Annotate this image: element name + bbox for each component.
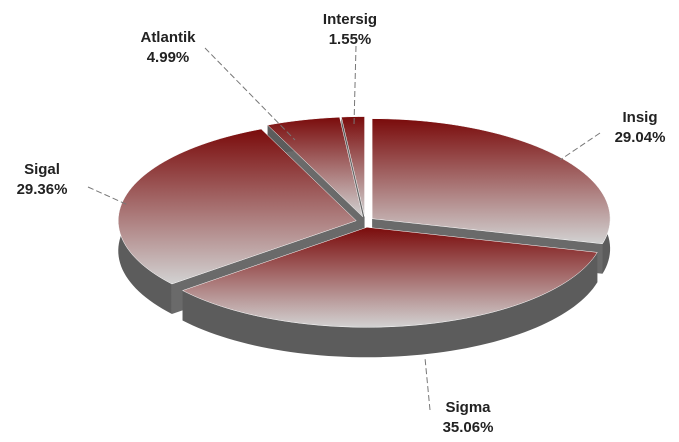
slice-value-label: 4.99% [147,49,190,66]
slice-side [182,252,598,358]
slice-name: Atlantik [140,29,196,46]
slice-name: Intersig [323,11,377,28]
slice [267,116,364,218]
slice-name: Sigma [445,399,491,416]
slice [341,116,365,217]
slice-value-label: 29.04% [615,129,666,146]
slice-value-label: 1.55% [329,31,372,48]
slice-name: Sigal [24,161,60,178]
leader-line [559,132,601,161]
slice-value-label: 29.36% [17,181,68,198]
leader-line [353,45,357,126]
leader-line [424,357,431,411]
leader-line [204,47,296,141]
leader-line [87,186,129,206]
slice-value-label: 35.06% [443,419,494,436]
slice [181,227,598,328]
slice-name: Insig [622,109,657,126]
slice [371,118,611,245]
slice [118,128,357,285]
